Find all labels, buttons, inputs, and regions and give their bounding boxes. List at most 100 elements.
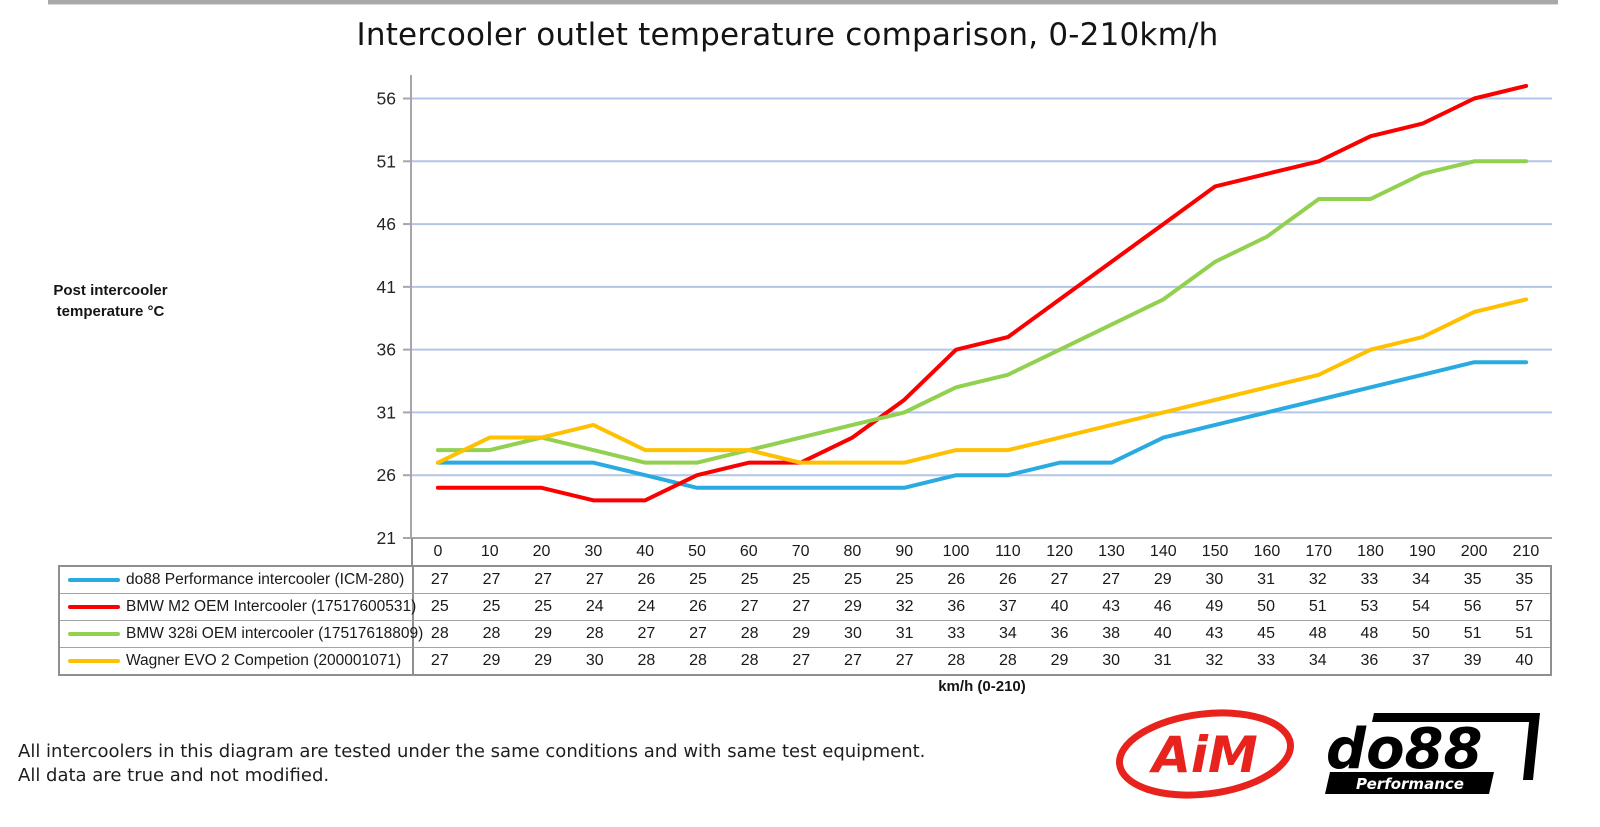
table-value-cell: 31 (895, 625, 914, 642)
x-axis-label: 140 (1149, 543, 1177, 560)
table-value-cell: 27 (895, 652, 914, 669)
table-value-cell: 43 (1102, 598, 1121, 615)
table-value-cell: 25 (740, 571, 759, 588)
x-axis-title: km/h (0-210) (938, 678, 1026, 695)
y-tick-label: 56 (377, 89, 396, 109)
legend-swatch-1 (68, 605, 120, 609)
x-axis-label-row: 0 10 20 30 40 50 60 70 80 90 100 110 120 130 140 150 160… (58, 538, 1552, 565)
table-value-cell: 39 (1463, 652, 1482, 669)
table-value-cell: 40 (1153, 625, 1172, 642)
table-value-cell: 57 (1515, 598, 1534, 615)
table-value-cell: 29 (792, 625, 811, 642)
x-axis-label: 40 (636, 543, 655, 560)
y-axis-title-line1: Post intercooler (53, 282, 168, 299)
legend-swatch-0 (68, 578, 120, 582)
table-value-cell: 28 (740, 652, 759, 669)
table-value-cell: 29 (844, 598, 862, 615)
x-axis-row-spacer (58, 538, 412, 565)
table-value-cell: 49 (1205, 598, 1224, 615)
table-value-cell: 33 (1360, 571, 1379, 588)
table-value-cell: 32 (895, 598, 914, 615)
table-value-cell: 34 (1412, 571, 1430, 588)
y-tick-label: 46 (377, 214, 396, 234)
table-value-cell: 30 (1205, 571, 1224, 588)
x-axis-label: 60 (739, 543, 758, 560)
legend-cell-0: do88 Performance intercooler (ICM-280) (60, 567, 414, 593)
table-value-cell: 46 (1153, 598, 1172, 615)
y-tick-label: 26 (377, 465, 396, 485)
table-value-cell: 40 (1050, 598, 1069, 615)
x-axis-label: 70 (791, 543, 810, 560)
table-value-cell: 37 (998, 598, 1017, 615)
x-axis-label: 80 (843, 543, 862, 560)
x-axis-label: 110 (995, 543, 1021, 560)
legend-swatch-2 (68, 632, 120, 636)
legend-label: BMW M2 OEM Intercooler (17517600531) (126, 598, 417, 615)
x-axis-label: 190 (1408, 543, 1436, 560)
legend-cell-1: BMW M2 OEM Intercooler (17517600531) (60, 594, 417, 620)
x-axis-label: 100 (942, 543, 970, 560)
table-value-cell: 32 (1308, 571, 1327, 588)
table-value-cell: 36 (1050, 625, 1069, 642)
table-value-cell: 25 (482, 598, 501, 615)
table-value-cell: 31 (1257, 571, 1275, 588)
table-value-cell: 43 (1205, 625, 1224, 642)
x-axis-label: 130 (1098, 543, 1125, 560)
table-value-cell: 27 (792, 598, 811, 615)
do88-logo: do88 Performance (1322, 700, 1542, 805)
table-value-cell: 27 (689, 625, 707, 642)
x-axis-label: 0 (433, 543, 443, 560)
table-value-cell: 29 (534, 625, 552, 642)
table-value-cell: 53 (1360, 598, 1379, 615)
table-value-cell: 26 (998, 571, 1017, 588)
x-axis-label: 30 (584, 543, 603, 560)
table-value-cell: 25 (534, 598, 552, 615)
aim-logo: AiM (1112, 708, 1298, 805)
table-value-cell: 32 (1205, 652, 1224, 669)
table-value-cell: 28 (585, 625, 604, 642)
table-value-cell: 36 (947, 598, 966, 615)
table-value-cell: 54 (1412, 598, 1430, 615)
table-value-cell: 40 (1515, 652, 1534, 669)
table-value-cell: 28 (482, 625, 501, 642)
table-value-cell: 27 (792, 652, 811, 669)
window-edge-bar (48, 0, 1558, 5)
table-value-cell: 28 (637, 652, 656, 669)
table-divider (411, 538, 413, 565)
x-axis-label: 10 (480, 543, 499, 560)
table-value-cell: 25 (430, 598, 449, 615)
table-value-cell: 51 (1515, 625, 1534, 642)
y-axis-title-line2: temperature °C (56, 303, 165, 320)
table-frame: do88 Performance intercooler (ICM-280) 27… (58, 565, 1552, 676)
table-value-cell: 35 (1515, 571, 1534, 588)
table-value-cell: 56 (1463, 598, 1482, 615)
table-value-cell: 34 (998, 625, 1017, 642)
table-value-cell: 27 (430, 652, 449, 669)
table-value-cell: 27 (585, 571, 604, 588)
table-row: BMW M2 OEM Intercooler (17517600531) 25 25… (60, 593, 1550, 620)
table-row: Wagner EVO 2 Competion (200001071) 27 29 29… (60, 647, 1550, 674)
x-axis-label: 200 (1460, 543, 1488, 560)
table-value-cell: 27 (844, 652, 862, 669)
legend-swatch-3 (68, 659, 120, 663)
table-value-cell: 27 (482, 571, 501, 588)
aim-logo-text: AiM (1148, 726, 1258, 784)
legend-cell-3: Wagner EVO 2 Competion (200001071) (60, 648, 414, 674)
table-row: do88 Performance intercooler (ICM-280) 27… (60, 567, 1550, 593)
x-axis-label: 90 (895, 543, 914, 560)
table-value-cell: 51 (1308, 598, 1327, 615)
chart-title: Intercooler outlet temperature compariso… (356, 17, 1219, 53)
table-value-cell: 36 (1360, 652, 1379, 669)
table-value-cell: 27 (637, 625, 656, 642)
do88-logo-performance-text: Performance (1356, 775, 1464, 793)
table-value-cell: 27 (740, 598, 759, 615)
table-value-cell: 29 (1153, 571, 1172, 588)
legend-label: BMW 328i OEM intercooler (17517618809) (126, 625, 424, 642)
line-chart-plot: 21 26 31 36 41 46 51 56 (377, 75, 1552, 548)
table-value-cell: 50 (1412, 625, 1430, 642)
data-table: 0 10 20 30 40 50 60 70 80 90 100 110 120 130 140 150 160… (58, 538, 1552, 676)
y-tick-label: 51 (377, 151, 396, 171)
series-line-3 (435, 297, 1529, 465)
table-value-cell: 38 (1102, 625, 1121, 642)
